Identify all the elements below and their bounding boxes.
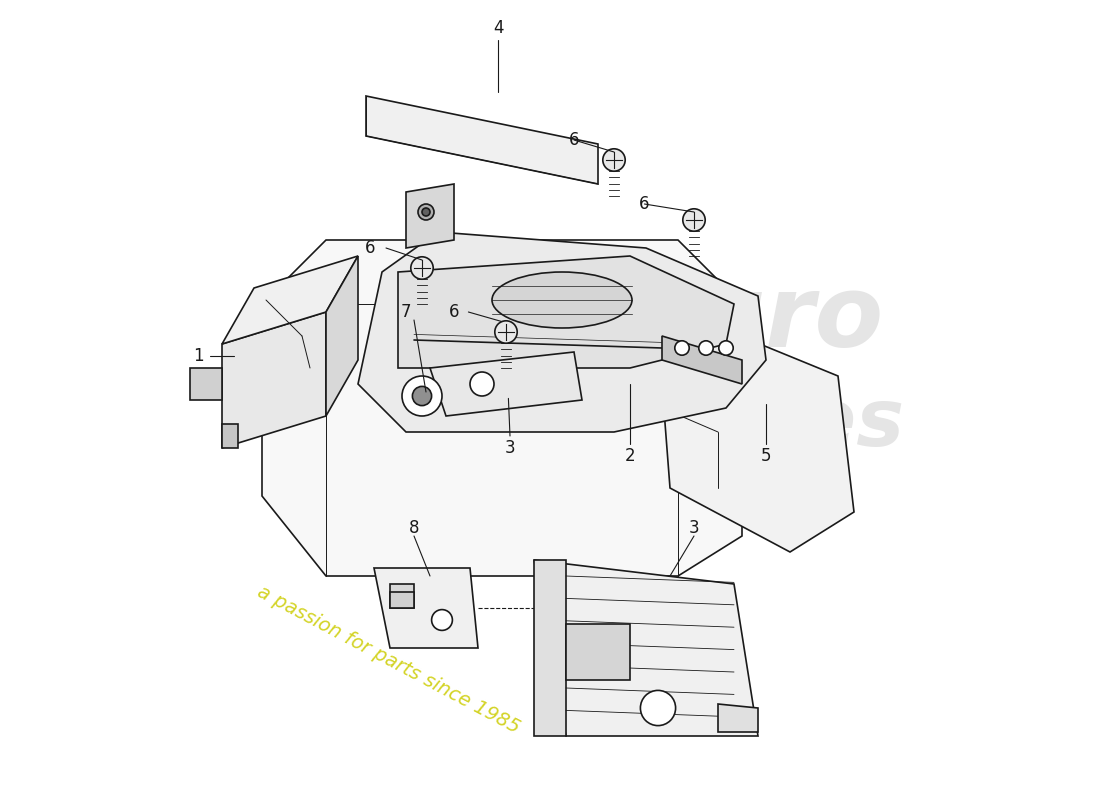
- Text: 6: 6: [449, 303, 460, 321]
- Circle shape: [683, 209, 705, 231]
- Polygon shape: [262, 240, 742, 576]
- Circle shape: [418, 204, 434, 220]
- Circle shape: [718, 341, 734, 355]
- Polygon shape: [390, 592, 414, 608]
- Text: 3: 3: [505, 439, 515, 457]
- Polygon shape: [406, 184, 454, 248]
- Polygon shape: [430, 352, 582, 416]
- Polygon shape: [366, 96, 598, 184]
- Circle shape: [603, 149, 625, 171]
- Polygon shape: [190, 368, 222, 400]
- Polygon shape: [662, 336, 742, 384]
- Polygon shape: [662, 304, 854, 552]
- Circle shape: [431, 610, 452, 630]
- Text: 2: 2: [625, 447, 636, 465]
- Text: a passion for parts since 1985: a passion for parts since 1985: [254, 582, 522, 738]
- Polygon shape: [398, 256, 734, 368]
- Circle shape: [412, 386, 431, 406]
- Text: 5: 5: [761, 447, 771, 465]
- Polygon shape: [358, 232, 766, 432]
- Text: 6: 6: [639, 195, 650, 213]
- Text: 1: 1: [192, 347, 204, 365]
- Polygon shape: [534, 560, 758, 736]
- Polygon shape: [222, 256, 358, 344]
- Circle shape: [495, 321, 517, 343]
- Polygon shape: [534, 560, 566, 736]
- Polygon shape: [326, 256, 358, 416]
- Polygon shape: [718, 704, 758, 732]
- Polygon shape: [390, 584, 414, 608]
- Text: 8: 8: [409, 519, 419, 537]
- Polygon shape: [222, 424, 238, 448]
- Circle shape: [674, 341, 690, 355]
- Circle shape: [402, 376, 442, 416]
- Text: euro: euro: [626, 271, 883, 369]
- Polygon shape: [374, 568, 478, 648]
- Circle shape: [470, 372, 494, 396]
- Polygon shape: [566, 624, 630, 680]
- Circle shape: [640, 690, 675, 726]
- Polygon shape: [222, 312, 326, 448]
- Text: 4: 4: [493, 19, 504, 37]
- Text: 3: 3: [689, 519, 700, 537]
- Circle shape: [698, 341, 713, 355]
- Ellipse shape: [492, 272, 632, 328]
- Text: 6: 6: [569, 131, 580, 149]
- Text: 7: 7: [400, 303, 411, 321]
- Text: spares: spares: [602, 385, 904, 463]
- Text: 6: 6: [365, 239, 375, 257]
- Circle shape: [422, 208, 430, 216]
- Circle shape: [410, 257, 433, 279]
